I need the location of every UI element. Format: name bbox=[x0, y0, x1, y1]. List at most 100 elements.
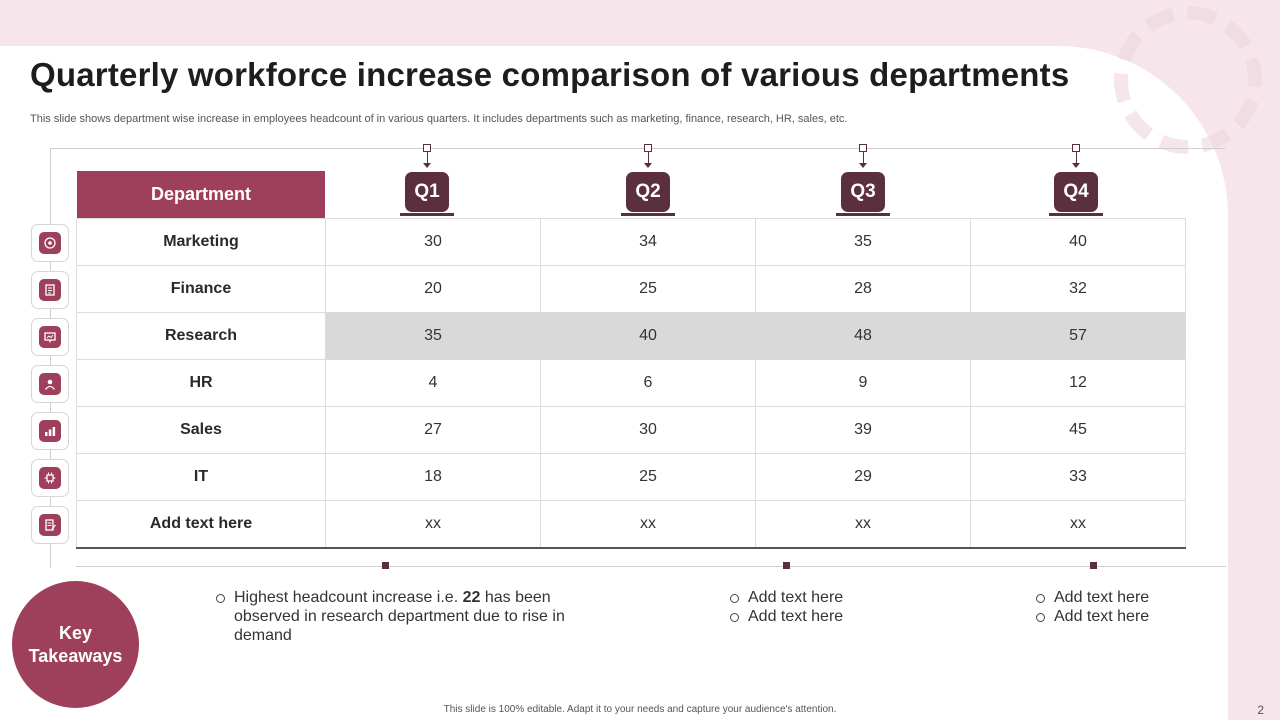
takeaway-item: Add text here bbox=[1054, 589, 1150, 606]
value-cell: 30 bbox=[325, 218, 541, 266]
department-header: Department bbox=[77, 171, 325, 218]
bullet-icon bbox=[730, 613, 739, 622]
department-cell: Finance bbox=[76, 265, 326, 313]
department-cell: Sales bbox=[76, 406, 326, 454]
takeaway-item: Add text here bbox=[1054, 608, 1150, 625]
quarter-header-q1: Q1 bbox=[400, 144, 454, 216]
pin-icon bbox=[1072, 144, 1080, 152]
value-cell: 30 bbox=[540, 406, 756, 454]
marketing-icon bbox=[31, 224, 69, 262]
notes-icon bbox=[31, 506, 69, 544]
frame-line-bottom bbox=[76, 566, 1226, 567]
quarter-badge: Q3 bbox=[841, 172, 885, 212]
department-cell: IT bbox=[76, 453, 326, 501]
pin-icon bbox=[859, 144, 867, 152]
quarter-underline bbox=[1049, 213, 1103, 216]
takeaway-prefix: Highest headcount increase i.e. bbox=[234, 589, 463, 606]
quarter-badge: Q2 bbox=[626, 172, 670, 212]
key-takeaways-label: Key Takeaways bbox=[28, 622, 123, 666]
value-cell: xx bbox=[755, 500, 971, 549]
value-cell: 12 bbox=[970, 359, 1186, 407]
value-cell: xx bbox=[970, 500, 1186, 549]
bullet-icon bbox=[216, 594, 225, 603]
value-cell: xx bbox=[540, 500, 756, 549]
value-cell: 25 bbox=[540, 265, 756, 313]
footer-note: This slide is 100% editable. Adapt it to… bbox=[443, 704, 837, 715]
connector-line bbox=[1075, 152, 1077, 163]
table-row: Sales 27 30 39 45 bbox=[76, 406, 1186, 454]
value-cell: 34 bbox=[540, 218, 756, 266]
pin-marker bbox=[382, 562, 389, 569]
value-cell: 45 bbox=[970, 406, 1186, 454]
key-takeaways-badge: Key Takeaways bbox=[12, 581, 139, 708]
value-cell: 27 bbox=[325, 406, 541, 454]
value-cell: 18 bbox=[325, 453, 541, 501]
arrow-down-icon bbox=[859, 163, 867, 168]
pin-marker bbox=[1090, 562, 1097, 569]
takeaway-suffix: has been observed in research department… bbox=[234, 589, 565, 644]
value-cell: 25 bbox=[540, 453, 756, 501]
bullet-icon bbox=[1036, 613, 1045, 622]
finance-icon bbox=[31, 271, 69, 309]
value-cell: 32 bbox=[970, 265, 1186, 313]
bullet-icon bbox=[730, 594, 739, 603]
arrow-down-icon bbox=[1072, 163, 1080, 168]
value-cell: 33 bbox=[970, 453, 1186, 501]
department-cell: HR bbox=[76, 359, 326, 407]
value-cell: 20 bbox=[325, 265, 541, 313]
quarter-badge: Q4 bbox=[1054, 172, 1098, 212]
quarter-header-q2: Q2 bbox=[621, 144, 675, 216]
value-cell: 4 bbox=[325, 359, 541, 407]
value-cell: 6 bbox=[540, 359, 756, 407]
quarter-header-q3: Q3 bbox=[836, 144, 890, 216]
takeaway-main: Highest headcount increase i.e. 22 has b… bbox=[216, 588, 566, 645]
hr-icon bbox=[31, 365, 69, 403]
department-cell: Research bbox=[76, 312, 326, 360]
takeaway-column-3: Add text here Add text here bbox=[1036, 588, 1206, 626]
research-icon bbox=[31, 318, 69, 356]
headcount-table: Marketing 30 34 35 40 Finance 20 25 28 3… bbox=[76, 218, 1186, 549]
value-cell: 39 bbox=[755, 406, 971, 454]
table-row: Add text here xx xx xx xx bbox=[76, 500, 1186, 549]
page-number: 2 bbox=[1257, 703, 1264, 717]
value-cell: 9 bbox=[755, 359, 971, 407]
value-cell: 40 bbox=[540, 312, 756, 360]
takeaway-item: Add text here bbox=[748, 589, 844, 606]
frame-line-left bbox=[50, 148, 51, 568]
table-row-highlighted: Research 35 40 48 57 bbox=[76, 312, 1186, 360]
connector-line bbox=[647, 152, 649, 163]
value-cell: 35 bbox=[325, 312, 541, 360]
quarter-header-q4: Q4 bbox=[1049, 144, 1103, 216]
quarter-badge: Q1 bbox=[405, 172, 449, 212]
arrow-down-icon bbox=[423, 163, 431, 168]
quarter-underline bbox=[836, 213, 890, 216]
value-cell: 57 bbox=[970, 312, 1186, 360]
pin-marker bbox=[783, 562, 790, 569]
pin-icon bbox=[423, 144, 431, 152]
arrow-down-icon bbox=[644, 163, 652, 168]
value-cell: 28 bbox=[755, 265, 971, 313]
table-row: HR 4 6 9 12 bbox=[76, 359, 1186, 407]
table-row: Marketing 30 34 35 40 bbox=[76, 218, 1186, 266]
sales-icon bbox=[31, 412, 69, 450]
page-title: Quarterly workforce increase comparison … bbox=[30, 56, 1070, 93]
table-row: IT 18 25 29 33 bbox=[76, 453, 1186, 501]
quarter-underline bbox=[400, 213, 454, 216]
department-cell: Add text here bbox=[76, 500, 326, 549]
takeaway-column-2: Add text here Add text here bbox=[730, 588, 930, 626]
quarter-underline bbox=[621, 213, 675, 216]
value-cell: 40 bbox=[970, 218, 1186, 266]
page-subtitle: This slide shows department wise increas… bbox=[30, 113, 848, 125]
takeaway-highlight-value: 22 bbox=[462, 589, 481, 606]
connector-line bbox=[862, 152, 864, 163]
bullet-icon bbox=[1036, 594, 1045, 603]
value-cell: 29 bbox=[755, 453, 971, 501]
department-cell: Marketing bbox=[76, 218, 326, 266]
pin-icon bbox=[644, 144, 652, 152]
it-icon bbox=[31, 459, 69, 497]
value-cell: xx bbox=[325, 500, 541, 549]
value-cell: 48 bbox=[755, 312, 971, 360]
gear-decoration-icon bbox=[1114, 6, 1262, 154]
value-cell: 35 bbox=[755, 218, 971, 266]
connector-line bbox=[426, 152, 428, 163]
